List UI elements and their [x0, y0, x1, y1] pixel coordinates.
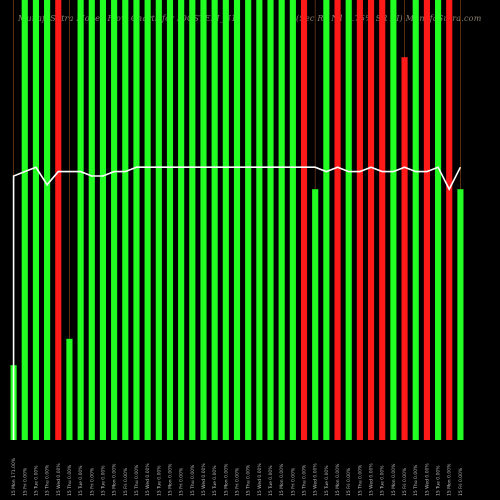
x-tick-label: 15 Tue 0.00%	[212, 465, 218, 496]
x-tick-label: 15 Tue 0.00%	[380, 465, 386, 496]
bar-up	[267, 0, 274, 440]
x-tick-label: 15 Mon 171.00%	[11, 457, 17, 496]
x-tick-label: 15 Tue 0.00%	[100, 465, 106, 496]
x-tick-label: 15 Tue 0.00%	[268, 465, 274, 496]
x-tick-label: 15 Wed 0.00%	[424, 463, 430, 496]
bar-up	[211, 0, 218, 440]
x-tick-label: 15 Thu 0.00%	[190, 464, 196, 496]
bar-down	[423, 0, 430, 440]
bar-up	[111, 0, 118, 440]
x-tick-label: 15 Mon 0.00%	[112, 463, 118, 496]
bar-up	[122, 0, 129, 440]
bar-down	[55, 0, 62, 440]
x-tick-label: 15 Fri 0.00%	[22, 467, 28, 496]
bar-up	[245, 0, 252, 440]
x-tick-label: 15 Wed 0.00%	[56, 463, 62, 496]
bar-up	[256, 0, 263, 440]
bar-up	[32, 0, 39, 440]
bar-up	[312, 189, 319, 440]
bar-up	[323, 0, 330, 440]
bar-down	[300, 0, 308, 440]
bar-up	[390, 0, 397, 440]
bar-up	[200, 0, 207, 440]
x-tick-label: 15 Tue 0.00%	[156, 465, 162, 496]
x-tick-label: 15 Thu 0.00%	[246, 464, 252, 496]
bar-up	[345, 0, 352, 440]
x-tick-label: 15 Mon 0.00%	[223, 463, 229, 496]
bar-up	[44, 0, 51, 440]
x-tick-label: 15 Thu 0.00%	[357, 464, 363, 496]
bar-down	[446, 0, 453, 440]
bar-down	[356, 0, 363, 440]
x-tick-label: 15 Wed 0.00%	[201, 463, 207, 496]
x-tick-label: 15 Tue 0.00%	[78, 465, 84, 496]
bar-down	[401, 57, 408, 440]
bar-up	[278, 0, 285, 440]
bar-up	[233, 0, 241, 440]
bar-up	[133, 0, 140, 440]
bar-up	[99, 0, 107, 440]
bar-up	[412, 0, 419, 440]
x-tick-label: 15 Fri 0.00%	[346, 467, 352, 496]
x-tick-label: 15 Mon 0.00%	[447, 463, 453, 496]
money-flow-line	[12, 166, 462, 440]
x-tick-label: 15 Wed 0.00%	[145, 463, 151, 496]
bar-up	[166, 0, 174, 440]
x-tick-label: 15 Mon 0.00%	[391, 463, 397, 496]
bar-down	[367, 0, 375, 440]
bar-up	[66, 338, 73, 440]
bar-up	[21, 0, 28, 440]
bar-up	[289, 0, 296, 440]
x-tick-label: 15 Mon 0.00%	[167, 463, 173, 496]
x-tick-label: 15 Mon 0.00%	[279, 463, 285, 496]
x-tick-label: 15 Wed 0.00%	[257, 463, 263, 496]
x-tick-label: 15 Thu 0.00%	[134, 464, 140, 496]
x-tick-label: 15 Wed 0.00%	[369, 463, 375, 496]
x-tick-label: 15 Mon 0.00%	[335, 463, 341, 496]
x-tick-labels: 15 Mon 171.00% 15 Fri 0.00% 15 Tue 0.00% 15…	[11, 457, 464, 496]
x-tick-label: 15 Thu 0.00%	[45, 464, 51, 496]
bar-up	[178, 0, 185, 440]
x-tick-label: 15 Wed 0.00%	[313, 463, 319, 496]
bar-up	[144, 0, 151, 440]
bar-up	[457, 189, 464, 440]
bar-down	[334, 0, 341, 440]
x-tick-label: 15 Fri 0.00%	[89, 467, 95, 496]
bar-series	[10, 0, 464, 440]
chart-header-right: (Sec Re N1 9.75% SR XI) MunafaSutra.com	[296, 14, 482, 23]
bar-up	[189, 0, 196, 440]
x-tick-label: 15 Thu 0.00%	[67, 464, 73, 496]
x-tick-label: 15 Thu 0.00%	[413, 464, 419, 496]
bar-up	[222, 0, 229, 440]
x-tick-label: 15 Fri 0.00%	[402, 467, 408, 496]
bar-up	[77, 0, 84, 440]
x-tick-label: 15 Fri 0.00%	[123, 467, 129, 496]
x-tick-label: 15 Fri 0.00%	[290, 467, 296, 496]
bar-down	[379, 0, 386, 440]
x-tick-label: 15 Tue 0.00%	[436, 465, 442, 496]
bar-up	[88, 0, 95, 440]
bar-up	[435, 0, 442, 440]
x-tick-label: 15 Tue 0.00%	[33, 465, 39, 496]
x-tick-label: 15 Tue 0.00%	[324, 465, 330, 496]
bar-up	[155, 0, 162, 440]
x-tick-label: 15 Fri 0.00%	[179, 467, 185, 496]
x-tick-label: 15 Fri 0.00%	[458, 467, 464, 496]
x-tick-label: 15 Thu 0.00%	[302, 464, 308, 496]
x-tick-label: 15 Fri 0.00%	[235, 467, 241, 496]
